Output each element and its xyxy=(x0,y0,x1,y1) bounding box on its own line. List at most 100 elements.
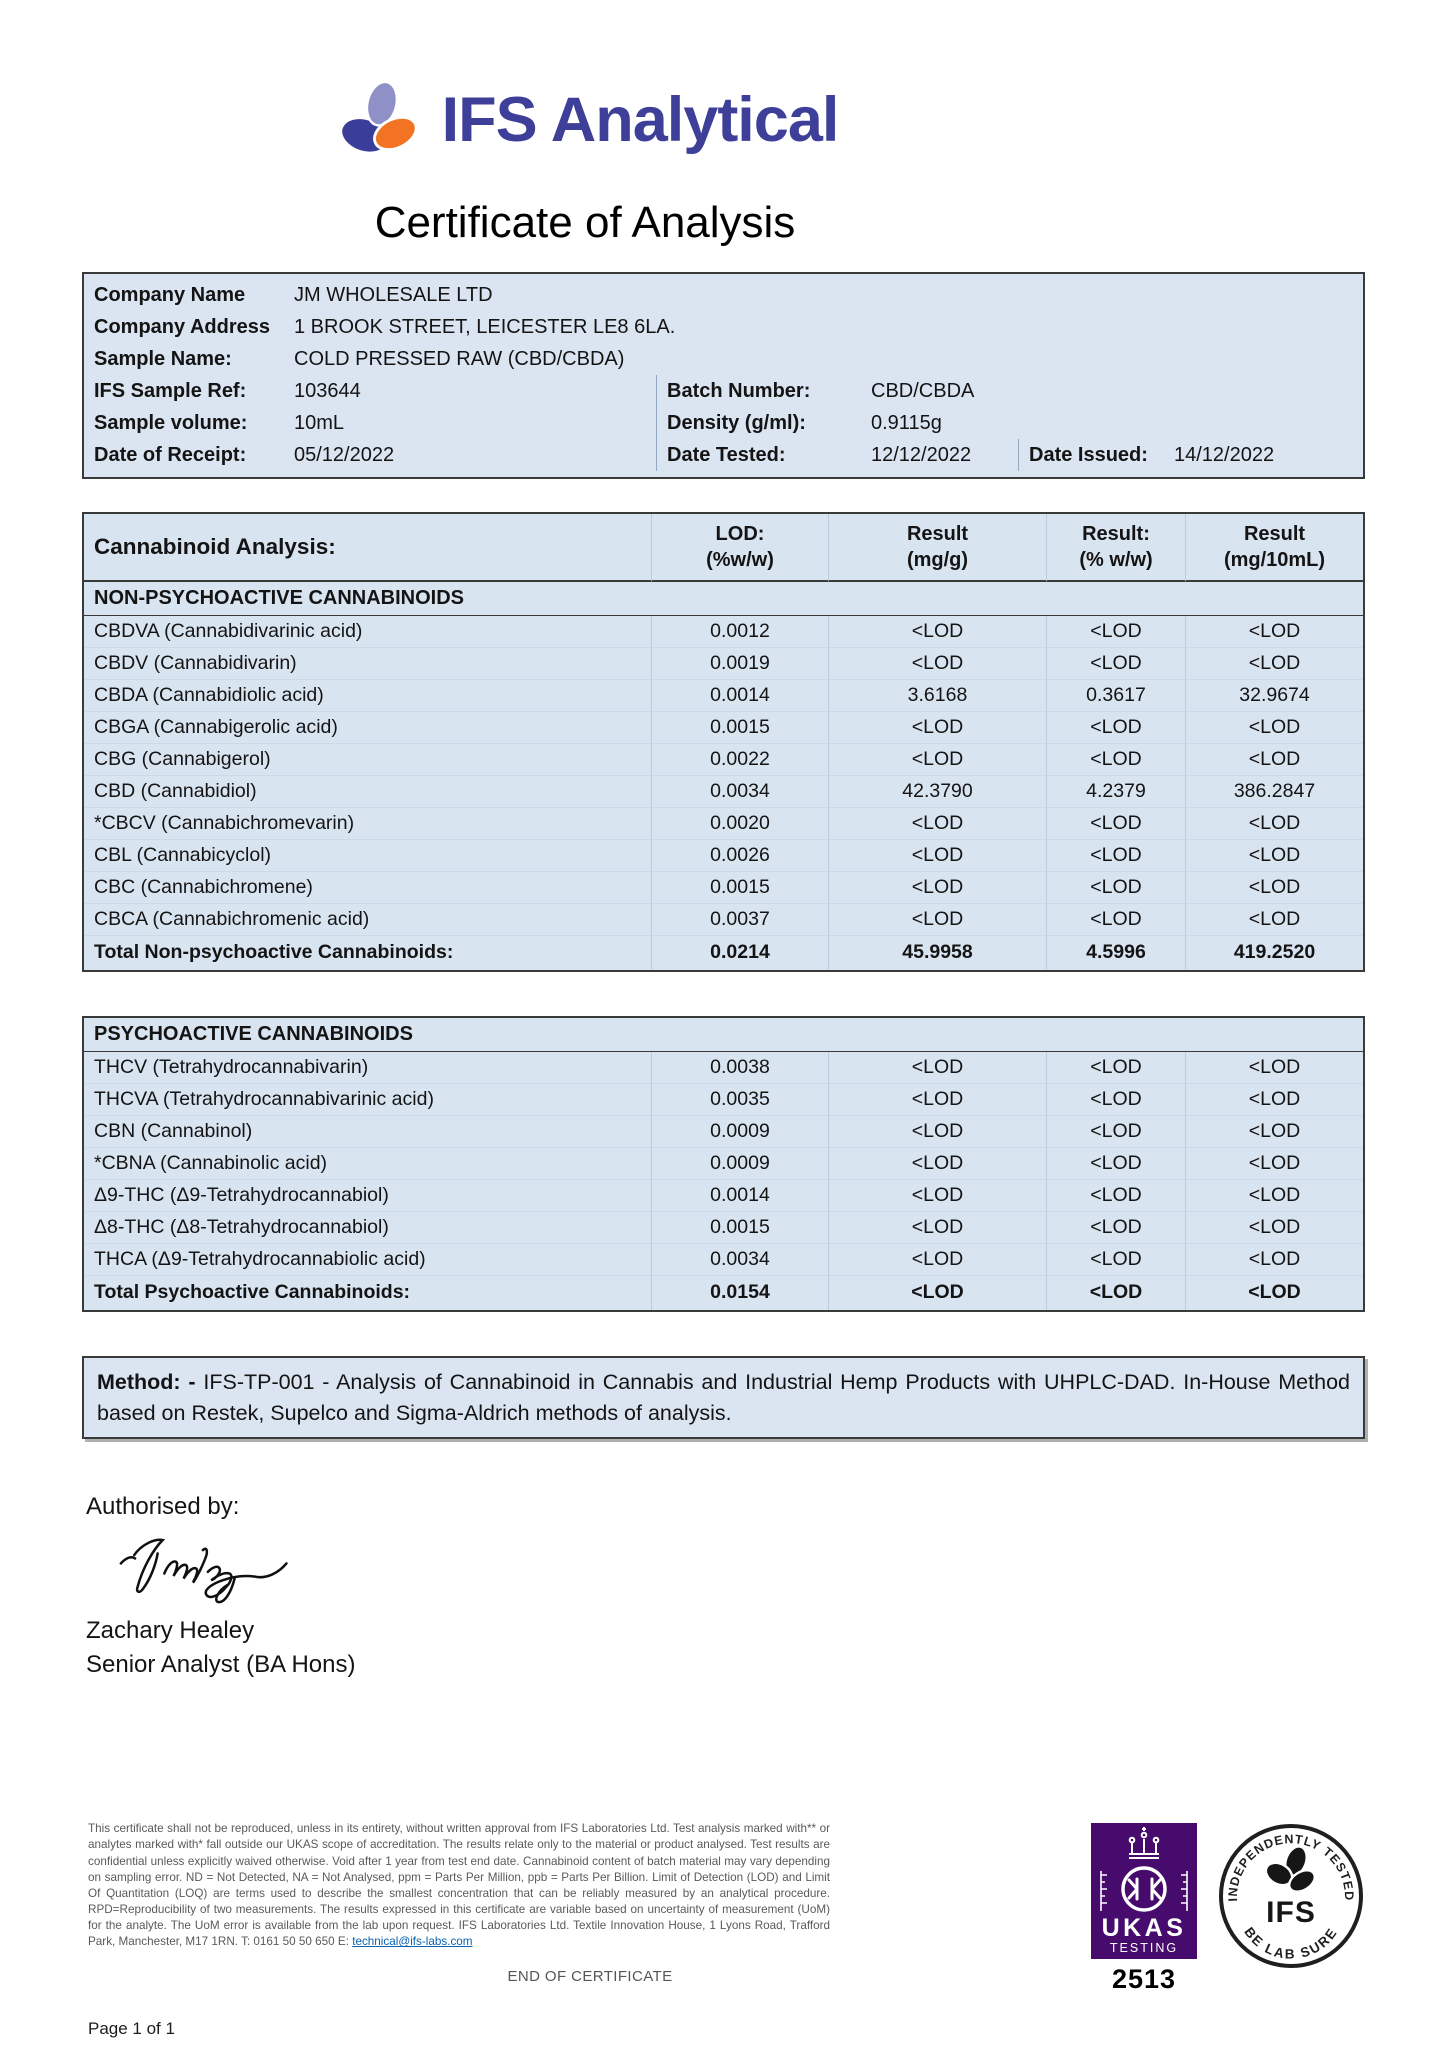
result-mgg-cell: <LOD xyxy=(828,1244,1046,1277)
ukas-accreditation-logo: UKAS TESTING 2513 xyxy=(1090,1823,1198,1995)
result-mgg-cell: <LOD xyxy=(828,904,1046,937)
result-pct-cell: <LOD xyxy=(1046,712,1185,745)
ruler-ticks-icon xyxy=(1100,1871,1188,1912)
ukas-accreditation-number: 2513 xyxy=(1111,1964,1177,1995)
stamp-center-text: IFS xyxy=(1266,1896,1316,1929)
page-number: Page 1 of 1 xyxy=(88,2019,175,2039)
ifs-trefoil-black-icon xyxy=(1264,1845,1316,1894)
result-mg10ml-cell: <LOD xyxy=(1185,616,1363,649)
result-pct-cell: <LOD xyxy=(1046,1212,1185,1245)
result-mg10ml-cell: <LOD xyxy=(1185,904,1363,937)
compound-name-cell: *CBNA (Cannabinolic acid) xyxy=(84,1148,651,1181)
result-mg10ml-cell: 386.2847 xyxy=(1185,776,1363,809)
disclaimer-text: This certificate shall not be reproduced… xyxy=(88,1822,830,1949)
result-mg10ml-cell: <LOD xyxy=(1185,744,1363,777)
section-header-non-psychoactive: NON-PSYCHOACTIVE CANNABINOIDS xyxy=(84,582,1363,617)
result-mgg-cell: <LOD xyxy=(828,808,1046,841)
lod-cell: 0.0015 xyxy=(651,712,828,745)
result-mg10ml-cell: <LOD xyxy=(1185,1052,1363,1085)
ifs-sample-ref-value: 103644 xyxy=(294,380,361,402)
ukas-mark-icon xyxy=(1127,1877,1162,1901)
lod-cell: 0.0037 xyxy=(651,904,828,937)
compound-name-cell: THCVA (Tetrahydrocannabivarinic acid) xyxy=(84,1084,651,1117)
compound-name-cell: CBG (Cannabigerol) xyxy=(84,744,651,777)
compound-name-cell: CBC (Cannabichromene) xyxy=(84,872,651,905)
result-mgg-cell: 42.3790 xyxy=(828,776,1046,809)
result-pct-cell: 4.2379 xyxy=(1046,776,1185,809)
date-of-receipt-label: Date of Receipt: xyxy=(94,444,247,466)
compound-name-cell: CBGA (Cannabigerolic acid) xyxy=(84,712,651,745)
result-mg10ml-cell: <LOD xyxy=(1185,648,1363,681)
result-mgg-cell: <LOD xyxy=(828,1052,1046,1085)
technical-email-link[interactable]: technical@ifs-labs.com xyxy=(352,1935,473,1949)
company-address-value: 1 BROOK STREET, LEICESTER LE8 6LA. xyxy=(294,316,676,338)
footer: This certificate shall not be reproduced… xyxy=(88,1821,1371,2071)
result-mgg-cell: <LOD xyxy=(828,744,1046,777)
compound-name-cell: CBDV (Cannabidivarin) xyxy=(84,648,651,681)
result-pct-cell: <LOD xyxy=(1046,1116,1185,1149)
result-mgg-cell: <LOD xyxy=(828,872,1046,905)
method-box: Method: - IFS-TP-001 - Analysis of Canna… xyxy=(82,1356,1365,1440)
compound-name-cell: Δ9-THC (Δ9-Tetrahydrocannabiol) xyxy=(84,1180,651,1213)
column-header-result-pct: Result: (% w/w) xyxy=(1046,514,1185,583)
brand-row: IFS Analytical xyxy=(0,72,1170,168)
lod-cell: 0.0014 xyxy=(651,680,828,713)
compound-name-cell: THCV (Tetrahydrocannabivarin) xyxy=(84,1052,651,1085)
analysis-title: Cannabinoid Analysis: xyxy=(84,514,651,583)
sample-volume-value: 10mL xyxy=(294,412,345,434)
column-header-result-mg10ml: Result (mg/10mL) xyxy=(1185,514,1363,583)
result-pct-cell: <LOD xyxy=(1046,1180,1185,1213)
lod-cell: 0.0034 xyxy=(651,776,828,809)
company-address-label: Company Address xyxy=(94,316,270,338)
cannabinoid-analysis-table: Cannabinoid Analysis: LOD: (%w/w) Result… xyxy=(82,512,1365,973)
date-tested-value: 12/12/2022 xyxy=(871,444,972,466)
result-pct-cell: <LOD xyxy=(1046,1052,1185,1085)
date-tested-label: Date Tested: xyxy=(656,439,861,471)
result-mg10ml-cell: <LOD xyxy=(1185,808,1363,841)
lod-cell: 0.0015 xyxy=(651,872,828,905)
result-pct-cell: <LOD xyxy=(1046,616,1185,649)
date-of-receipt-value: 05/12/2022 xyxy=(294,444,395,466)
psychoactive-table: PSYCHOACTIVE CANNABINOIDS THCV (Tetrahyd… xyxy=(82,1016,1365,1313)
lod-cell: 0.0022 xyxy=(651,744,828,777)
document-body: Company Name JM WHOLESALE LTD Company Ad… xyxy=(82,272,1365,2071)
result-mg10ml-cell: <LOD xyxy=(1185,1180,1363,1213)
lod-cell: 0.0019 xyxy=(651,648,828,681)
result-mgg-cell: <LOD xyxy=(828,648,1046,681)
result-mg10ml-cell: <LOD xyxy=(1185,872,1363,905)
column-header-result-mgg: Result (mg/g) xyxy=(828,514,1046,583)
lod-cell: 0.0034 xyxy=(651,1244,828,1277)
analyst-role: Senior Analyst (BA Hons) xyxy=(86,1651,356,1679)
density-value: 0.9115g xyxy=(871,412,942,434)
section-header-psychoactive: PSYCHOACTIVE CANNABINOIDS xyxy=(84,1018,1363,1053)
compound-name-cell: *CBCV (Cannabichromevarin) xyxy=(84,808,651,841)
ukas-acronym: UKAS xyxy=(1102,1914,1187,1942)
lod-cell: 0.0014 xyxy=(651,1180,828,1213)
compound-name-cell: Δ8-THC (Δ8-Tetrahydrocannabiol) xyxy=(84,1212,651,1245)
lod-cell: 0.0035 xyxy=(651,1084,828,1117)
result-pct-cell: <LOD xyxy=(1046,1148,1185,1181)
lod-cell: 0.0012 xyxy=(651,616,828,649)
lod-cell: 0.0020 xyxy=(651,808,828,841)
company-name-label: Company Name xyxy=(94,284,246,306)
column-header-lod: LOD: (%w/w) xyxy=(651,514,828,583)
lod-cell: 0.0009 xyxy=(651,1148,828,1181)
density-label: Density (g/ml): xyxy=(656,407,861,439)
result-mg10ml-cell: <LOD xyxy=(1185,712,1363,745)
brand-name: IFS Analytical xyxy=(441,85,840,155)
authorised-by-label: Authorised by: xyxy=(86,1493,240,1521)
date-issued-value: 14/12/2022 xyxy=(1174,444,1275,466)
compound-name-cell: CBL (Cannabicyclol) xyxy=(84,840,651,873)
lod-cell: 0.0015 xyxy=(651,1212,828,1245)
page-title: Certificate of Analysis xyxy=(374,198,796,247)
ifs-trefoil-logo-icon xyxy=(332,72,428,168)
result-pct-cell: <LOD xyxy=(1046,1244,1185,1277)
sample-name-value: COLD PRESSED RAW (CBD/CBDA) xyxy=(294,348,625,370)
method-label: Method: - xyxy=(97,1370,196,1395)
result-mgg-cell: <LOD xyxy=(828,1212,1046,1245)
result-mg10ml-cell: <LOD xyxy=(1185,1084,1363,1117)
result-pct-cell: <LOD xyxy=(1046,808,1185,841)
sample-volume-label: Sample volume: xyxy=(94,412,248,434)
ifs-sample-ref-label: IFS Sample Ref: xyxy=(94,380,247,402)
analyst-name: Zachary Healey xyxy=(86,1617,255,1645)
